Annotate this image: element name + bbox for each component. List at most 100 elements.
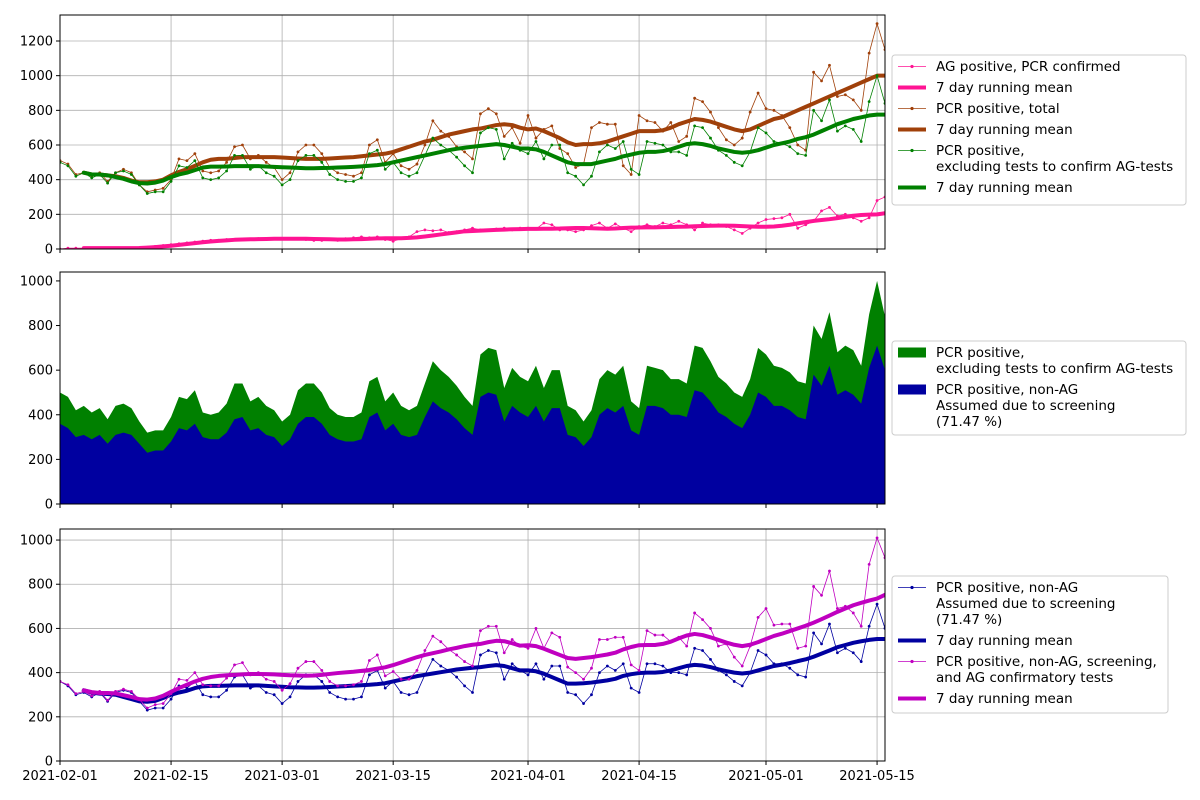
legend-entry-3: PCR positive, total [936, 101, 1060, 117]
data-point [732, 160, 736, 164]
data-point [225, 688, 228, 692]
data-point [558, 143, 562, 147]
data-point [114, 171, 117, 175]
data-point [312, 660, 316, 663]
data-point [788, 212, 792, 216]
legend-entry-1: AG positive, PCR confirmed [936, 59, 1121, 75]
data-point [875, 74, 879, 78]
legend-entry-line: PCR positive, non-AG [936, 382, 1078, 398]
y-tick-label: 400 [28, 408, 53, 423]
data-point [764, 653, 768, 657]
data-point [875, 536, 879, 540]
legend-entry-line: PCR positive, non-AG [936, 580, 1078, 596]
data-point [558, 664, 562, 668]
data-point [740, 684, 744, 688]
legend-entry-line: Assumed due to screening [936, 596, 1116, 612]
data-point [677, 671, 681, 675]
data-point [804, 154, 808, 157]
data-point [598, 221, 601, 225]
data-point [653, 121, 657, 124]
legend-marker [910, 585, 914, 590]
legend-entry-2: 7 day running mean [936, 633, 1073, 649]
data-point [661, 143, 665, 147]
data-point [605, 664, 609, 668]
data-point [629, 230, 633, 234]
data-point [431, 634, 435, 638]
data-point [693, 228, 697, 232]
data-point [820, 209, 823, 213]
data-point [526, 673, 530, 677]
area-series-2 [60, 345, 885, 504]
data-point [510, 141, 514, 145]
data-point [201, 176, 205, 180]
y-tick-label: 200 [28, 453, 53, 468]
legend-box [891, 340, 1187, 436]
panel-1: 0 200 400 600 800 1000 1200 AG positive, PCR co… [20, 14, 1187, 258]
data-point [233, 145, 236, 149]
data-point [479, 131, 482, 135]
data-point [709, 627, 712, 630]
data-point [122, 687, 125, 691]
data-point [590, 666, 593, 670]
data-point [360, 176, 363, 180]
data-point [312, 143, 316, 147]
legend-entry-line: PCR positive, [936, 345, 1024, 361]
legend-entry-4: 7 day running mean [936, 691, 1073, 707]
data-point [550, 124, 554, 128]
data-point [534, 140, 538, 143]
data-point [542, 157, 546, 161]
data-point [399, 677, 403, 681]
data-point [867, 216, 871, 220]
data-point [859, 108, 863, 112]
data-point [201, 683, 205, 687]
data-point [740, 164, 744, 168]
data-point [621, 164, 625, 168]
data-point [360, 171, 363, 175]
data-point [717, 644, 720, 648]
data-point [812, 585, 816, 588]
data-point [272, 693, 276, 697]
data-point [637, 114, 641, 117]
data-point [169, 180, 173, 183]
data-point [383, 167, 387, 171]
data-point [788, 126, 792, 130]
data-point [479, 112, 482, 116]
data-point [518, 141, 522, 145]
data-point [217, 695, 221, 699]
data-point [867, 562, 871, 566]
data-point [415, 669, 419, 672]
data-point [193, 152, 197, 156]
data-point [296, 666, 300, 670]
data-point [740, 136, 744, 140]
data-point [820, 119, 823, 123]
data-point [423, 228, 427, 232]
data-point [875, 199, 879, 202]
y-tick-label: 200 [28, 208, 53, 223]
legend-box [891, 575, 1169, 714]
data-point [233, 154, 236, 157]
data-point [185, 159, 189, 163]
axes-frame [59, 528, 886, 762]
data-point [367, 673, 371, 677]
data-point [502, 134, 506, 138]
data-point [383, 686, 387, 690]
data-point [312, 154, 316, 157]
legend-entry-5: PCR positive, excluding tests to confirm … [936, 143, 1173, 175]
data-point [613, 669, 617, 672]
data-point [796, 143, 800, 147]
data-point [74, 246, 78, 249]
data-point [153, 706, 157, 710]
data-point [129, 690, 133, 693]
legend: PCR positive, non-AG Assumed due to scree… [891, 575, 1169, 714]
data-point [494, 651, 498, 655]
data-point [645, 140, 649, 143]
y-tick-label: 0 [45, 243, 53, 258]
data-point [574, 693, 578, 697]
data-point [328, 173, 332, 176]
data-point [843, 93, 847, 97]
data-point [788, 622, 792, 626]
data-point [582, 183, 585, 187]
legend-marker [910, 148, 914, 153]
data-point [661, 664, 665, 668]
data-point [701, 100, 704, 104]
